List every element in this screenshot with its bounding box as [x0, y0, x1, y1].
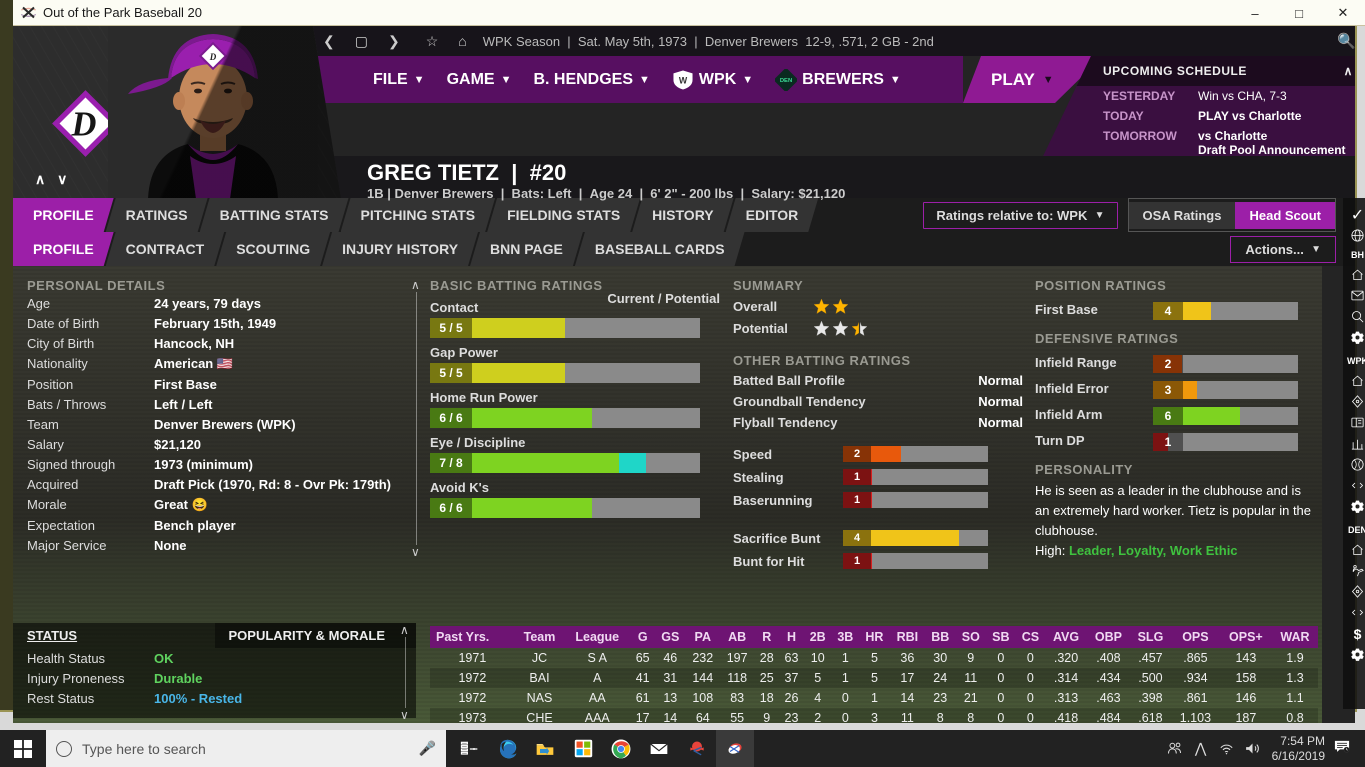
svg-text:W: W [679, 75, 688, 85]
svg-text:DEN: DEN [780, 78, 792, 84]
